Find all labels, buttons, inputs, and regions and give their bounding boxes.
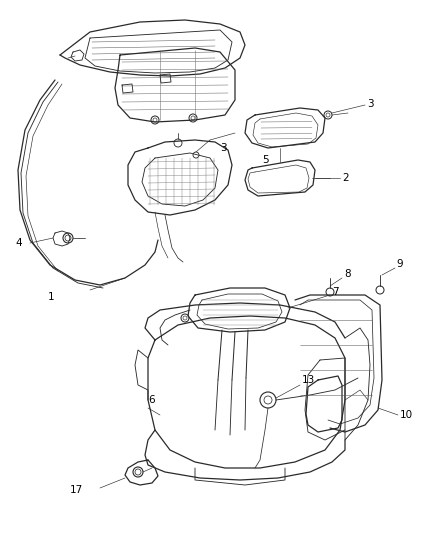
Text: 4: 4: [15, 238, 21, 248]
Text: 1: 1: [48, 292, 54, 302]
Text: 7: 7: [331, 287, 338, 297]
Text: 3: 3: [366, 99, 373, 109]
Text: 17: 17: [70, 485, 83, 495]
Text: 10: 10: [399, 410, 412, 420]
Text: 13: 13: [301, 375, 314, 385]
Text: 9: 9: [395, 259, 402, 269]
Text: 8: 8: [343, 269, 350, 279]
Text: 2: 2: [341, 173, 348, 183]
Text: 5: 5: [261, 155, 268, 165]
Text: 6: 6: [148, 395, 154, 405]
Text: 3: 3: [219, 143, 226, 153]
